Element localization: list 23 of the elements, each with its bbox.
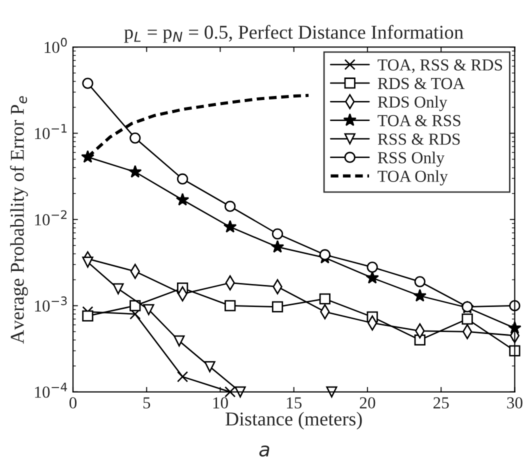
x-tick-label: 25 <box>433 397 449 408</box>
legend-label: RDS Only <box>378 96 448 112</box>
legend-label: TOA & RSS <box>378 115 460 126</box>
x-tick-label: 20 <box>360 397 376 408</box>
x-tick-label: 15 <box>286 397 302 408</box>
y-axis-title: Average Probability of Error P$_{e}$ <box>10 96 28 344</box>
y-tick-label: 10$^{−4}$ <box>35 382 68 398</box>
legend-label: TOA Only <box>378 170 448 186</box>
y-tick-label: 10$^{−3}$ <box>35 296 67 312</box>
legend-label: RSS Only <box>378 152 444 167</box>
legend-label: RDS & TOA <box>378 78 465 90</box>
legend-label: RSS & RDS <box>378 134 460 145</box>
legend-label: TOA, RSS & RDS <box>378 59 502 73</box>
y-tick-label: 10$^{−2}$ <box>35 210 66 226</box>
x-tick-label: 30 <box>507 397 522 408</box>
x-tick-label: 5 <box>143 397 150 408</box>
x-axis-title: Distance (meters) <box>226 412 362 430</box>
x-tick-label: 10 <box>213 397 228 408</box>
chart-title: p$_{L}$ = p$_{N}$ = 0.5, Perfect Distance Information <box>124 24 464 43</box>
x-tick-label: 0 <box>69 397 77 408</box>
y-tick-label: 10$^{0}$ <box>44 38 67 53</box>
y-tick-label: 10$^{−1}$ <box>35 124 67 140</box>
text: a <box>259 445 270 457</box>
